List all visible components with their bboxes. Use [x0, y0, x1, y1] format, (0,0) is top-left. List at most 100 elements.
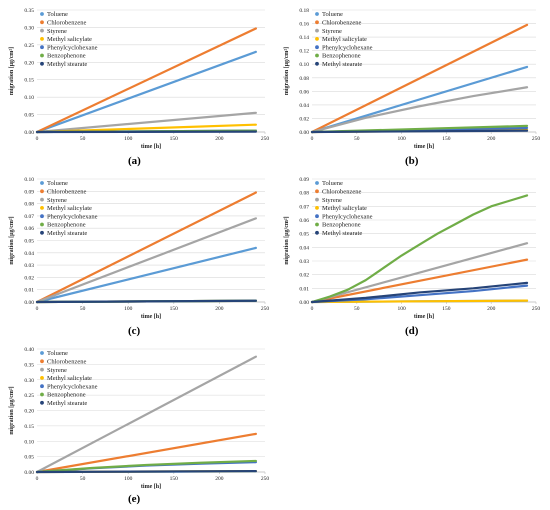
series-line-methyl-stearate	[35, 469, 257, 474]
series-line-toluene	[310, 65, 529, 134]
legend-marker	[40, 384, 44, 389]
x-tick-label: 100	[124, 306, 133, 312]
x-tick-label: 250	[261, 136, 270, 142]
y-tick-label: 0.08	[299, 76, 309, 82]
x-tick-label: 150	[442, 136, 451, 142]
y-axis-title: migration [μg/cm²]	[9, 216, 15, 264]
panel-label-b: (b)	[405, 155, 419, 167]
chart-panel-e: 0.00 0.05 0.10 0.15 0.20 0.25 0.30 0.35 0.40 0 50 1…	[9, 347, 269, 490]
y-tick-label: 0.05	[299, 232, 309, 238]
x-tick-label: 150	[170, 136, 179, 142]
y-axis-title: migration [μg/cm²]	[284, 216, 290, 264]
y-tick-label: 0.20	[24, 60, 34, 66]
y-tick-label: 0.30	[24, 378, 34, 384]
series-line-chlorobenzene	[35, 191, 257, 304]
y-tick-label: 0.20	[24, 409, 34, 415]
y-tick-label: 0.06	[24, 226, 34, 232]
legend-marker	[315, 206, 319, 210]
legend-entry: Chlorobenzene	[322, 20, 361, 27]
y-tick-label: 0.18	[299, 8, 309, 14]
legend-marker	[40, 197, 44, 202]
panel-label-a: (a)	[128, 155, 141, 167]
legend-marker	[315, 214, 319, 219]
x-tick-label: 100	[397, 306, 406, 312]
y-tick-label: 0.00	[24, 470, 34, 476]
x-axis-title: time [h]	[414, 144, 434, 150]
y-tick-label: 0.10	[24, 177, 34, 183]
x-tick-label: 200	[487, 306, 496, 312]
y-tick-label: 0.00	[299, 130, 309, 136]
chart-panel-a: 0.00 0.05 0.10 0.15 0.20 0.25 0.30 0.35 0 50 100 15…	[9, 8, 270, 150]
legend-marker	[315, 197, 319, 202]
y-tick-label: 0.00	[24, 300, 34, 306]
legend-entry: Styrene	[47, 197, 67, 204]
legend-marker	[315, 222, 319, 227]
legend-marker	[315, 28, 319, 33]
x-tick-label: 250	[532, 306, 541, 312]
chart-panel-d: 0.00 0.01 0.02 0.03 0.04 0.05 0.06 0.07 0.08 0.09…	[284, 177, 541, 320]
x-tick-label: 50	[354, 306, 360, 312]
legend-marker	[40, 45, 44, 50]
y-axis-title: migration [μg/cm²]	[9, 386, 15, 434]
x-tick-label: 250	[261, 306, 270, 312]
legend-marker	[315, 189, 319, 194]
series-line-benzophenone	[310, 194, 529, 304]
legend-marker	[315, 61, 319, 66]
y-tick-label: 0.02	[299, 273, 309, 279]
legend-entry: Phenylcyclohexane	[322, 213, 373, 220]
series-line-methyl-stearate	[310, 281, 529, 304]
panel-label-d: (d)	[405, 325, 419, 337]
y-tick-label: 0.08	[299, 191, 309, 197]
y-tick-label: 0.35	[24, 362, 34, 368]
x-tick-label: 100	[124, 476, 133, 482]
legend-marker	[40, 222, 44, 227]
legend-marker	[40, 351, 44, 355]
series-line-benzophenone	[35, 459, 257, 474]
y-tick-label: 0.09	[24, 189, 34, 195]
x-tick-label: 200	[215, 476, 224, 482]
x-tick-label: 150	[442, 306, 451, 312]
legend-entry: Methyl salicylate	[47, 375, 92, 382]
legend-entry: Chlorobenzene	[47, 359, 86, 366]
legend-marker	[315, 37, 319, 41]
y-tick-label: 0.04	[299, 103, 309, 109]
y-tick-label: 0.06	[299, 218, 309, 224]
legend-entry: Toluene	[47, 11, 68, 18]
legend-marker	[315, 53, 319, 58]
legend-marker	[40, 12, 44, 16]
series-line-toluene	[35, 246, 257, 304]
legend-entry: Phenylcyclohexane	[322, 44, 373, 51]
y-tick-label: 0.07	[24, 214, 34, 220]
x-tick-label: 0	[311, 136, 314, 142]
y-axis-title: migration [μg/cm²]	[284, 47, 290, 95]
legend-entry: Benzophenone	[47, 53, 86, 60]
y-tick-label: 0.10	[299, 62, 309, 68]
legend-entry: Toluene	[47, 350, 68, 357]
y-tick-label: 0.02	[299, 116, 309, 122]
x-tick-label: 0	[36, 306, 39, 312]
series-line-styrene	[310, 86, 529, 134]
x-tick-label: 100	[124, 136, 133, 142]
x-tick-label: 250	[532, 136, 541, 142]
series-line-toluene	[35, 50, 257, 134]
y-tick-label: 0.10	[24, 95, 34, 101]
series-line-chlorobenzene	[310, 23, 529, 134]
x-tick-label: 50	[80, 306, 86, 312]
legend-entry: Methyl stearate	[47, 61, 87, 68]
legend-entry: Phenylcyclohexane	[47, 383, 98, 390]
legend-entry: Chlorobenzene	[322, 189, 361, 196]
legend-entry: Benzophenone	[322, 222, 361, 229]
series-line-styrene	[310, 242, 529, 304]
legend-entry: Toluene	[322, 180, 343, 187]
x-axis-title: time [h]	[414, 314, 434, 320]
series-line-methyl-salicylate	[310, 299, 529, 304]
legend-entry: Styrene	[322, 197, 342, 204]
x-axis-title: time [h]	[141, 314, 161, 320]
legend-entry: Toluene	[322, 11, 343, 18]
x-tick-label: 200	[487, 136, 496, 142]
legend-entry: Methyl salicylate	[47, 36, 92, 43]
chart-panel-c: 0.00 0.01 0.02 0.03 0.04 0.05 0.06 0.07 0.08 0.09…	[9, 177, 270, 320]
y-tick-label: 0.00	[24, 130, 34, 136]
x-tick-label: 100	[397, 136, 406, 142]
